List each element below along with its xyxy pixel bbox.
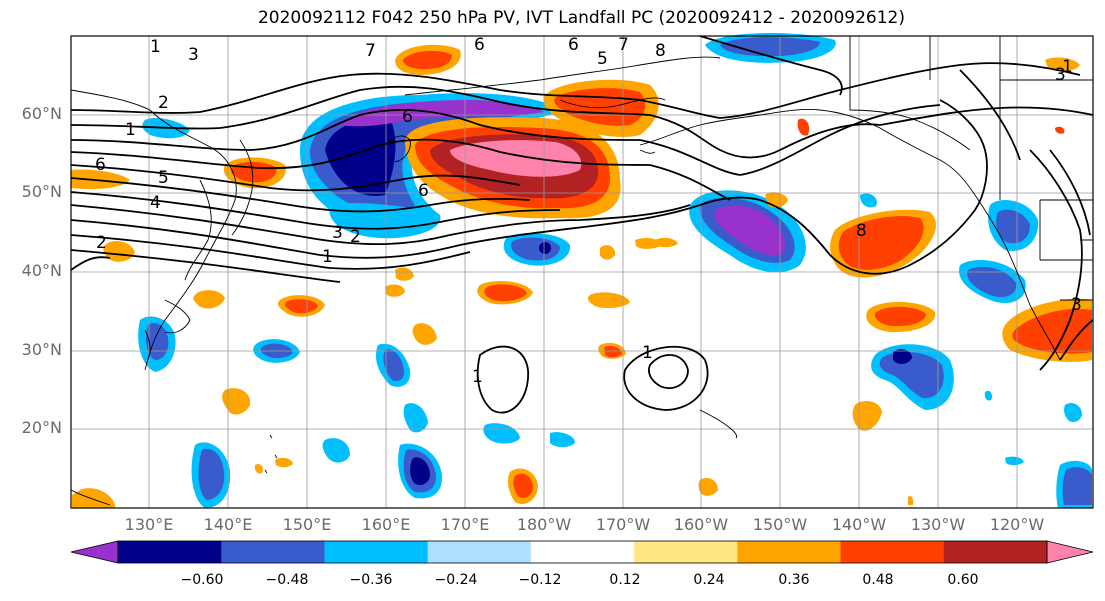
contour-label: 7: [365, 41, 376, 61]
lon-label: 150°E: [282, 515, 332, 534]
contour-label: 1: [1062, 57, 1073, 77]
lon-label: 160°E: [361, 515, 411, 534]
contour-label: 8: [655, 41, 666, 61]
colorbar-tick-label: −0.60: [180, 572, 224, 588]
lon-label: 140°W: [831, 515, 887, 534]
colorbar-cell: [118, 541, 222, 563]
lon-label: 170°W: [595, 515, 651, 534]
contour-label: 3: [1071, 295, 1082, 315]
contour-label: 1: [125, 120, 136, 140]
colorbar-cells: [70, 540, 1094, 564]
lat-label: 50°N: [21, 182, 62, 201]
colorbar-cell: [427, 541, 532, 563]
colorbar-tick-label: −0.24: [434, 572, 478, 588]
colorbar-tick-label: −0.36: [349, 572, 393, 588]
contour-label: 6: [95, 155, 106, 175]
contour-label: 3: [332, 223, 343, 243]
map-title: 2020092112 F042 250 hPa PV, IVT Landfall…: [257, 8, 905, 28]
lat-label: 60°N: [21, 104, 62, 123]
lon-label: 120°W: [989, 515, 1045, 534]
contour-label: 6: [474, 35, 485, 55]
contour-label: 3: [1055, 65, 1066, 85]
lat-label: 40°N: [21, 261, 62, 280]
contour-label: 2: [158, 93, 169, 113]
lat-label: 20°N: [21, 418, 62, 437]
contour-label: 5: [158, 168, 169, 188]
contour-label: 4: [150, 193, 161, 213]
contour-label: 1: [472, 367, 483, 387]
contour-label: 1: [150, 37, 161, 57]
contour-label: 1: [642, 343, 653, 363]
lat-label: 30°N: [21, 340, 62, 359]
colorbar-tick-label: 0.12: [609, 572, 641, 588]
colorbar-frame: [117, 540, 1048, 564]
map-frame: [70, 35, 1094, 509]
lon-label: 180°W: [516, 515, 572, 534]
contour-label: 5: [597, 49, 608, 69]
colorbar-cell: [943, 541, 1048, 563]
colorbar-cell: [221, 541, 325, 563]
colorbar-cell: [634, 541, 738, 563]
lon-label: 130°E: [124, 515, 174, 534]
colorbar-cell: [530, 541, 635, 563]
colorbar-extend-low: [70, 540, 119, 564]
colorbar-cell: [840, 541, 945, 563]
colorbar-tick-label: −0.48: [265, 572, 309, 588]
colorbar-tick-label: 0.60: [947, 572, 979, 588]
lon-label: 130°W: [910, 515, 966, 534]
lon-label: 140°E: [203, 515, 253, 534]
graticule: [71, 36, 1093, 508]
height-contours: [70, 35, 1094, 414]
contour-label: 1: [322, 247, 333, 267]
contour-label: 2: [350, 227, 361, 247]
contour-label: 6: [402, 107, 413, 127]
colorbar-tick-label: 0.48: [862, 572, 894, 588]
colorbar-tick-label: −0.12: [518, 572, 562, 588]
contour-label: 7: [618, 35, 629, 55]
colorbar-cell: [324, 541, 429, 563]
lon-label: 160°W: [673, 515, 729, 534]
contour-labels: 1 3 7 6 6 7 8 5 2 1 6 5 4 2 3 2 1 6 6 8 …: [95, 35, 1082, 387]
colorbar-tick-label: 0.24: [693, 572, 725, 588]
contour-label: 6: [418, 181, 429, 201]
lon-label: 150°W: [752, 515, 808, 534]
colorbar-tick-label: 0.36: [778, 572, 810, 588]
colorbar-extend-high: [1046, 540, 1094, 564]
contour-label: 3: [188, 45, 199, 65]
colorbar-cell: [737, 541, 842, 563]
contour-label: 8: [856, 221, 867, 241]
contour-label: 2: [96, 233, 107, 253]
contour-label: 6: [568, 35, 579, 55]
lon-label: 170°E: [440, 515, 490, 534]
